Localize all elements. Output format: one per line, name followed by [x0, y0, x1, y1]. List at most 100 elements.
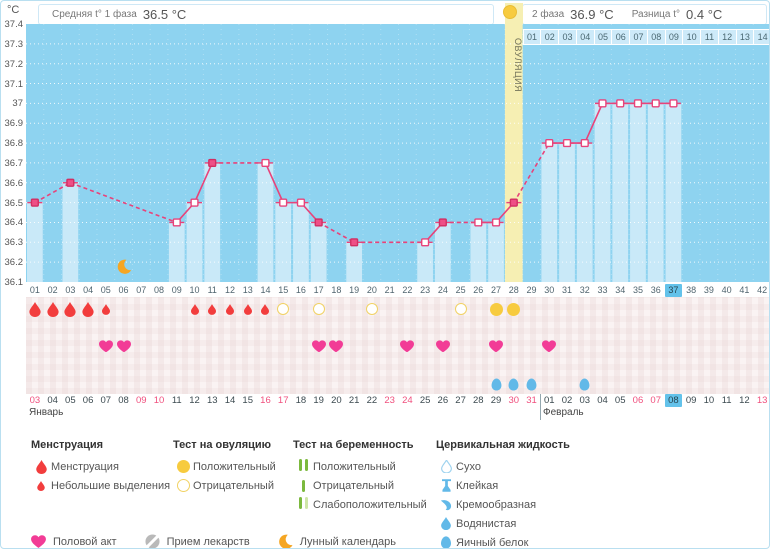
cycle-day-27[interactable]: 27	[491, 285, 502, 295]
cycle-day-41[interactable]: 41	[739, 285, 750, 295]
calendar-date-12[interactable]: 12	[739, 395, 750, 406]
calendar-date-11[interactable]: 11	[721, 395, 732, 406]
calendar-date-17[interactable]: 17	[277, 395, 289, 406]
cycle-day-34[interactable]: 34	[615, 285, 626, 295]
cycle-day-08[interactable]: 08	[154, 285, 165, 295]
cycle-day-10[interactable]: 10	[189, 285, 200, 295]
calendar-date-15[interactable]: 15	[242, 395, 253, 406]
calendar-date-09[interactable]: 09	[136, 395, 147, 406]
cycle-day-04[interactable]: 04	[83, 285, 94, 295]
calendar-date-04[interactable]: 04	[597, 395, 608, 406]
cycle-day-03[interactable]: 03	[65, 285, 76, 295]
calendar-date-18[interactable]: 18	[295, 395, 307, 406]
calendar-date-27[interactable]: 27	[455, 395, 466, 406]
calendar-date-08[interactable]: 08	[118, 395, 129, 406]
calendar-date-10[interactable]: 10	[153, 395, 165, 406]
calendar-date-16[interactable]: 16	[260, 395, 271, 406]
temp-point-day-10[interactable]	[187, 198, 203, 207]
cycle-day-22[interactable]: 22	[402, 285, 413, 295]
calendar-date-09[interactable]: 09	[685, 395, 697, 406]
cycle-day-16[interactable]: 16	[295, 285, 306, 295]
calendar-date-11[interactable]: 11	[171, 395, 182, 406]
calendar-date-02[interactable]: 02	[561, 395, 573, 406]
cycle-day-09[interactable]: 09	[171, 285, 182, 295]
calendar-date-06[interactable]: 06	[82, 395, 94, 406]
cycle-day-28[interactable]: 28	[508, 285, 519, 295]
temp-point-day-01[interactable]	[27, 198, 43, 207]
temp-point-day-35[interactable]	[630, 99, 646, 108]
calendar-date-28[interactable]: 28	[473, 395, 484, 406]
cycle-day-25[interactable]: 25	[455, 285, 466, 295]
cycle-day-05[interactable]: 05	[100, 285, 111, 295]
cycle-day-14[interactable]: 14	[260, 285, 271, 295]
calendar-date-01[interactable]: 01	[543, 395, 555, 406]
temp-point-day-28[interactable]	[506, 198, 522, 207]
calendar-date-25[interactable]: 25	[419, 395, 431, 406]
temp-point-day-23[interactable]	[417, 238, 433, 247]
cycle-day-15[interactable]: 15	[278, 285, 289, 295]
cycle-day-29[interactable]: 29	[526, 285, 537, 295]
cycle-day-35[interactable]: 35	[632, 285, 643, 295]
calendar-date-13[interactable]: 13	[756, 395, 768, 406]
temp-point-day-32[interactable]	[577, 138, 593, 148]
cycle-day-19[interactable]: 19	[349, 285, 360, 295]
calendar-date-30[interactable]: 30	[508, 395, 520, 406]
calendar-date-21[interactable]: 21	[348, 395, 360, 406]
calendar-date-23[interactable]: 23	[384, 395, 395, 406]
calendar-date-29[interactable]: 29	[490, 395, 502, 406]
calendar-date-04[interactable]: 04	[47, 395, 58, 406]
cycle-day-37[interactable]: 37	[664, 284, 683, 297]
temp-point-day-33[interactable]	[594, 99, 610, 108]
cycle-day-01[interactable]: 01	[29, 285, 40, 295]
cycle-day-40[interactable]: 40	[721, 285, 732, 295]
temp-point-day-14[interactable]	[257, 158, 273, 168]
calendar-date-08[interactable]: 08	[664, 394, 683, 407]
calendar-date-03[interactable]: 03	[579, 395, 591, 406]
calendar-date-05[interactable]: 05	[614, 395, 626, 406]
calendar-date-07[interactable]: 07	[100, 395, 112, 406]
cycle-day-06[interactable]: 06	[118, 285, 129, 295]
cycle-day-11[interactable]: 11	[207, 285, 217, 295]
calendar-date-20[interactable]: 20	[331, 395, 342, 406]
cycle-day-21[interactable]: 21	[384, 285, 395, 295]
temp-point-day-03[interactable]	[62, 178, 78, 187]
calendar-date-26[interactable]: 26	[437, 395, 449, 406]
temp-point-day-27[interactable]	[488, 218, 504, 227]
temp-point-day-17[interactable]	[311, 218, 327, 227]
cycle-day-32[interactable]: 32	[579, 285, 590, 295]
temp-point-day-15[interactable]	[275, 198, 291, 207]
temp-point-day-24[interactable]	[435, 218, 451, 227]
cycle-day-18[interactable]: 18	[331, 285, 342, 295]
temp-point-day-31[interactable]	[559, 138, 575, 148]
temp-point-day-36[interactable]	[648, 99, 664, 108]
cycle-day-39[interactable]: 39	[703, 285, 714, 295]
calendar-date-13[interactable]: 13	[206, 395, 218, 406]
cycle-day-38[interactable]: 38	[686, 285, 697, 295]
calendar-date-24[interactable]: 24	[402, 395, 413, 406]
temp-point-day-34[interactable]	[612, 99, 628, 108]
cycle-day-33[interactable]: 33	[597, 285, 608, 295]
temp-point-day-26[interactable]	[470, 218, 486, 227]
calendar-date-06[interactable]: 06	[632, 395, 644, 406]
calendar-date-07[interactable]: 07	[650, 395, 661, 406]
cycle-day-17[interactable]: 17	[313, 285, 324, 295]
temp-point-day-30[interactable]	[541, 138, 557, 148]
temp-point-day-37[interactable]	[665, 99, 681, 108]
cycle-day-20[interactable]: 20	[366, 285, 377, 295]
temp-point-day-11[interactable]	[204, 158, 220, 168]
cycle-day-13[interactable]: 13	[242, 285, 253, 295]
temp-point-day-19[interactable]	[346, 238, 362, 247]
temp-point-day-09[interactable]	[169, 218, 185, 227]
cycle-day-12[interactable]: 12	[224, 285, 235, 295]
cycle-day-24[interactable]: 24	[437, 285, 448, 295]
calendar-date-03[interactable]: 03	[29, 395, 41, 406]
calendar-date-05[interactable]: 05	[65, 395, 76, 406]
calendar-date-12[interactable]: 12	[189, 395, 200, 406]
calendar-date-31[interactable]: 31	[526, 395, 537, 406]
cycle-day-02[interactable]: 02	[47, 285, 58, 295]
cycle-day-30[interactable]: 30	[544, 285, 555, 295]
cycle-day-31[interactable]: 31	[562, 285, 573, 295]
cycle-day-07[interactable]: 07	[136, 285, 147, 295]
calendar-date-22[interactable]: 22	[366, 395, 378, 406]
cycle-day-42[interactable]: 42	[757, 285, 768, 295]
